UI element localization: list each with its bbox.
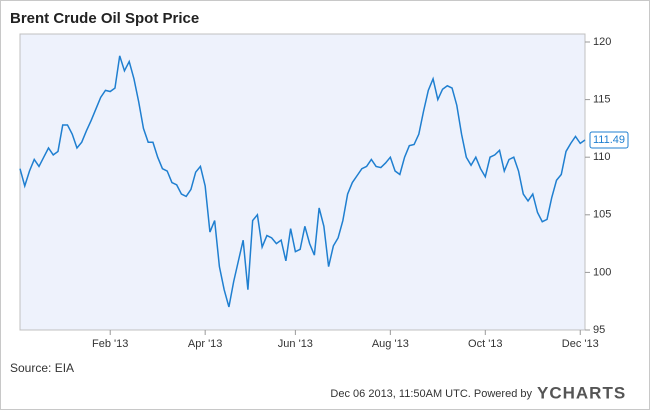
x-tick-label: Dec '13 [562, 338, 599, 350]
x-tick-label: Oct '13 [468, 338, 503, 350]
footer: Dec 06 2013, 11:50AM UTC. Powered by [330, 388, 532, 400]
chart-title: Brent Crude Oil Spot Price [10, 10, 199, 27]
x-tick-label: Feb '13 [92, 338, 128, 350]
plot-area [19, 33, 586, 331]
y-tick-label: 115 [593, 94, 611, 106]
y-tick-label: 110 [593, 151, 611, 163]
y-tick-label: 100 [593, 266, 611, 278]
y-tick-label: 120 [593, 36, 611, 48]
x-tick-label: Jun '13 [278, 338, 313, 350]
source: Source: EIA [10, 361, 74, 375]
last-value-label: 111.49 [593, 134, 625, 146]
last-value-box [589, 131, 629, 149]
price-line [19, 55, 586, 308]
y-tick-label: 95 [593, 324, 605, 336]
x-tick-label: Apr '13 [188, 338, 223, 350]
brand: YCHARTS [537, 383, 626, 402]
y-tick-label: 105 [593, 209, 611, 221]
x-tick-label: Aug '13 [372, 338, 409, 350]
